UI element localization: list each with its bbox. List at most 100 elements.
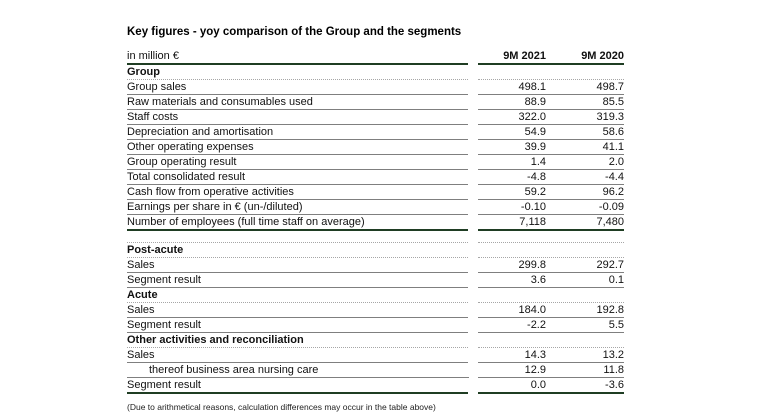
row-value-9m-2020: 13.2 [602,349,624,361]
column-gap [468,185,478,200]
table-row: Cash flow from operative activities 59.2 9… [127,185,624,200]
row-label: Sales [127,258,468,273]
row-label: Segment result [127,318,468,333]
table-body: Group Group sales 498.1 498.7 Raw materials … [127,65,624,394]
row-value-9m-2021: 14.3 [524,349,546,361]
column-gap [468,170,478,185]
row-label: Sales [127,348,468,363]
table-header-row: in million € 9M 2021 9M 2020 [127,49,624,65]
row-label: Raw materials and consumables used [127,95,468,110]
column-gap [468,155,478,170]
row-value-9m-2020: 319.3 [596,111,624,123]
column-gap [469,363,478,378]
row-value-9m-2021: 0.0 [530,379,546,391]
row-value-9m-2021: 12.9 [524,364,546,376]
row-value-9m-2021: 7,118 [519,216,546,228]
table-row: Sales 184.0 192.8 [127,303,624,318]
row-values: 1.4 2.0 [478,155,624,170]
column-gap [468,273,478,288]
row-value-9m-2020: -3.6 [605,379,624,391]
row-value-9m-2020: -0.09 [598,201,624,213]
row-label: Number of employees (full time staff on … [127,215,468,231]
col-header-9m-2020: 9M 2020 [581,50,624,62]
row-value-9m-2021: 1.4 [530,156,546,168]
row-label: Group operating result [127,155,468,170]
section-header-label: Other activities and reconciliation [127,333,468,348]
spacer-cell [478,231,624,243]
row-value-9m-2021: 299.8 [518,259,546,271]
spacer-row [127,231,624,243]
table-row: Sales 14.3 13.2 [127,348,624,363]
table-row: Group operating result 1.4 2.0 [127,155,624,170]
column-gap [468,49,478,65]
row-value-9m-2021: 54.9 [524,126,546,138]
row-value-9m-2020: 7,480 [596,216,624,228]
row-value-9m-2020: 0.1 [608,274,624,286]
column-gap [468,258,478,273]
column-gap [468,288,478,303]
row-label: Group sales [127,80,468,95]
row-value-9m-2020: 96.2 [602,186,624,198]
column-gap [468,110,478,125]
column-gap [468,80,478,95]
column-gap [468,243,478,258]
row-value-9m-2021: 184.0 [518,304,546,316]
row-label: Total consolidated result [127,170,468,185]
column-gap [468,378,478,394]
column-gap [468,200,478,215]
table-row: Number of employees (full time staff on … [127,215,624,231]
row-values: -2.2 5.5 [478,318,624,333]
row-values: 322.0 319.3 [478,110,624,125]
row-value-9m-2020: -4.4 [605,171,624,183]
row-value-9m-2020: 85.5 [602,96,624,108]
row-label: Segment result [127,273,468,288]
table-row: Segment result -2.2 5.5 [127,318,624,333]
spacer-cell [127,231,468,243]
column-gap [468,95,478,110]
column-gap [468,333,478,348]
row-values: 184.0 192.8 [478,303,624,318]
table-row: Depreciation and amortisation 54.9 58.6 [127,125,624,140]
unit-label: in million € [127,49,468,65]
table-row: Earnings per share in € (un-/diluted) -0.… [127,200,624,215]
row-values: 0.0 -3.6 [478,378,624,394]
row-values: 54.9 58.6 [478,125,624,140]
section-header-values [478,288,624,303]
row-value-9m-2021: 322.0 [518,111,546,123]
row-value-9m-2020: 41.1 [602,141,624,153]
row-value-9m-2021: -4.8 [527,171,546,183]
row-value-9m-2021: -0.10 [520,201,546,213]
table-row: Other operating expenses 39.9 41.1 [127,140,624,155]
column-gap [468,140,478,155]
column-gap [468,125,478,140]
section-header-row: Group [127,65,624,80]
section-header-row: Post-acute [127,243,624,258]
section-header-label: Post-acute [127,243,468,258]
row-label: Earnings per share in € (un-/diluted) [127,200,468,215]
row-value-9m-2020: 292.7 [596,259,624,271]
row-label: thereof business area nursing care [127,363,469,378]
table-row: thereof business area nursing care 12.9 11… [127,363,624,378]
row-value-9m-2021: 3.6 [530,274,546,286]
row-values: 59.2 96.2 [478,185,624,200]
report-sheet: Key figures - yoy comparison of the Grou… [127,26,624,412]
table-row: Segment result 3.6 0.1 [127,273,624,288]
row-values: 39.9 41.1 [478,140,624,155]
col-header-9m-2021: 9M 2021 [503,50,546,62]
row-values: -4.8 -4.4 [478,170,624,185]
column-gap [468,215,478,231]
row-values: 12.9 11.8 [478,363,624,378]
table-row: Raw materials and consumables used 88.9 85… [127,95,624,110]
row-value-9m-2021: 498.1 [518,81,546,93]
row-label: Segment result [127,378,468,394]
section-header-values [478,333,624,348]
table-row: Staff costs 322.0 319.3 [127,110,624,125]
column-gap [468,348,478,363]
row-value-9m-2020: 58.6 [602,126,624,138]
section-header-label: Group [127,65,468,80]
row-value-9m-2021: 39.9 [524,141,546,153]
footnote: (Due to arithmetical reasons, calculatio… [127,402,436,412]
section-header-row: Acute [127,288,624,303]
row-values: 3.6 0.1 [478,273,624,288]
row-values: -0.10 -0.09 [478,200,624,215]
